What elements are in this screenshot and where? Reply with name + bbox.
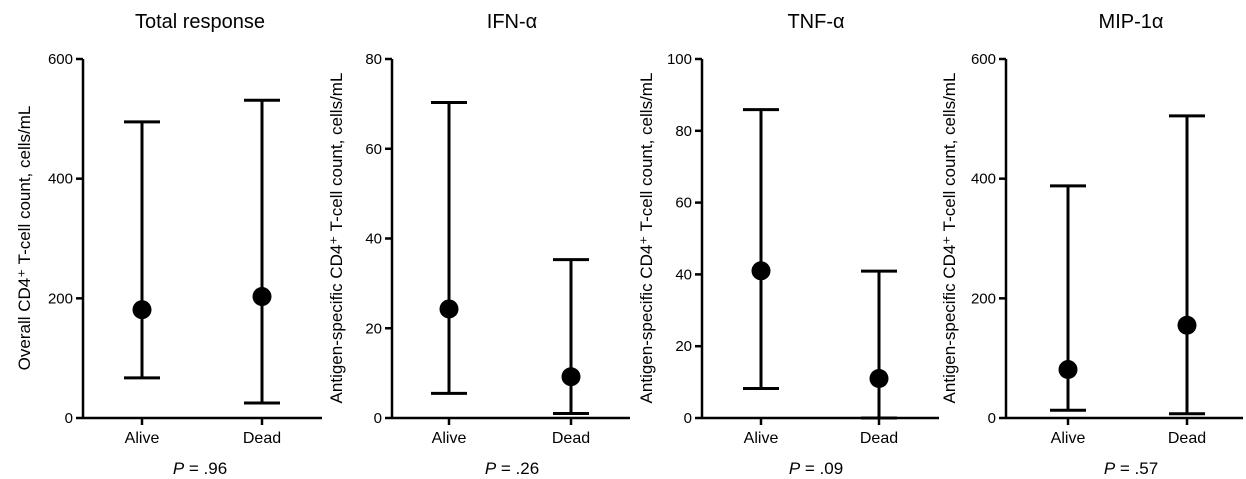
- x-tick-label: Dead: [243, 430, 281, 447]
- y-tick-label: 20: [675, 338, 692, 355]
- x-tick-label: Alive: [432, 430, 467, 447]
- y-tick-label: 600: [48, 51, 73, 68]
- data-point: [869, 369, 889, 389]
- y-tick-label: 200: [971, 290, 996, 307]
- y-tick-label: 60: [365, 141, 382, 158]
- y-tick-label: 80: [675, 123, 692, 140]
- y-tick-label: 0: [65, 410, 73, 427]
- y-tick-label: 400: [48, 171, 73, 188]
- y-tick-label: 200: [48, 290, 73, 307]
- x-tick-label: Dead: [1168, 430, 1206, 447]
- chart-title: IFN-α: [487, 11, 537, 33]
- x-tick-label: Dead: [552, 430, 590, 447]
- p-value-label: P = .57: [1104, 459, 1158, 478]
- data-point: [561, 367, 581, 387]
- data-point: [252, 287, 272, 307]
- chart-panel-1: Total response Overall CD4⁺ T-cell count,…: [15, 11, 322, 478]
- y-tick-label: 60: [675, 195, 692, 212]
- data-point: [439, 299, 459, 319]
- data-point: [132, 300, 152, 320]
- y-axis-label: Overall CD4⁺ T-cell count, cells/mL: [15, 106, 34, 371]
- y-axis-label: Antigen-specific CD4⁺ T-cell count, cell…: [940, 73, 959, 404]
- y-tick-label: 80: [365, 51, 382, 68]
- y-tick-label: 20: [365, 320, 382, 337]
- p-value-label: P = .26: [485, 459, 539, 478]
- y-tick-label: 0: [374, 410, 382, 427]
- x-tick-label: Alive: [1051, 430, 1086, 447]
- x-tick-label: Alive: [125, 430, 160, 447]
- chart-title: MIP-1α: [1099, 11, 1164, 33]
- y-axis-label: Antigen-specific CD4⁺ T-cell count, cell…: [327, 73, 346, 404]
- y-tick-label: 40: [675, 266, 692, 283]
- y-tick-label: 400: [971, 171, 996, 188]
- chart-title: TNF-α: [787, 11, 844, 33]
- y-tick-label: 600: [971, 51, 996, 68]
- y-tick-label: 40: [365, 231, 382, 248]
- chart-panel-4: MIP-1α Antigen-specific CD4⁺ T-cell count…: [940, 11, 1243, 478]
- data-point: [1058, 360, 1078, 380]
- chart-title: Total response: [135, 11, 265, 33]
- data-point: [751, 261, 771, 281]
- p-value-label: P = .96: [173, 459, 227, 478]
- y-tick-label: 0: [684, 410, 692, 427]
- y-tick-label: 0: [988, 410, 996, 427]
- data-point: [1177, 315, 1197, 335]
- chart-panel-2: IFN-α Antigen-specific CD4⁺ T-cell count,…: [327, 11, 630, 478]
- y-axis-label: Antigen-specific CD4⁺ T-cell count, cell…: [637, 73, 656, 404]
- x-tick-label: Alive: [744, 430, 779, 447]
- x-tick-label: Dead: [860, 430, 898, 447]
- y-tick-label: 100: [667, 51, 692, 68]
- p-value-label: P = .09: [789, 459, 843, 478]
- chart-panel-3: TNF-α Antigen-specific CD4⁺ T-cell count,…: [637, 11, 939, 478]
